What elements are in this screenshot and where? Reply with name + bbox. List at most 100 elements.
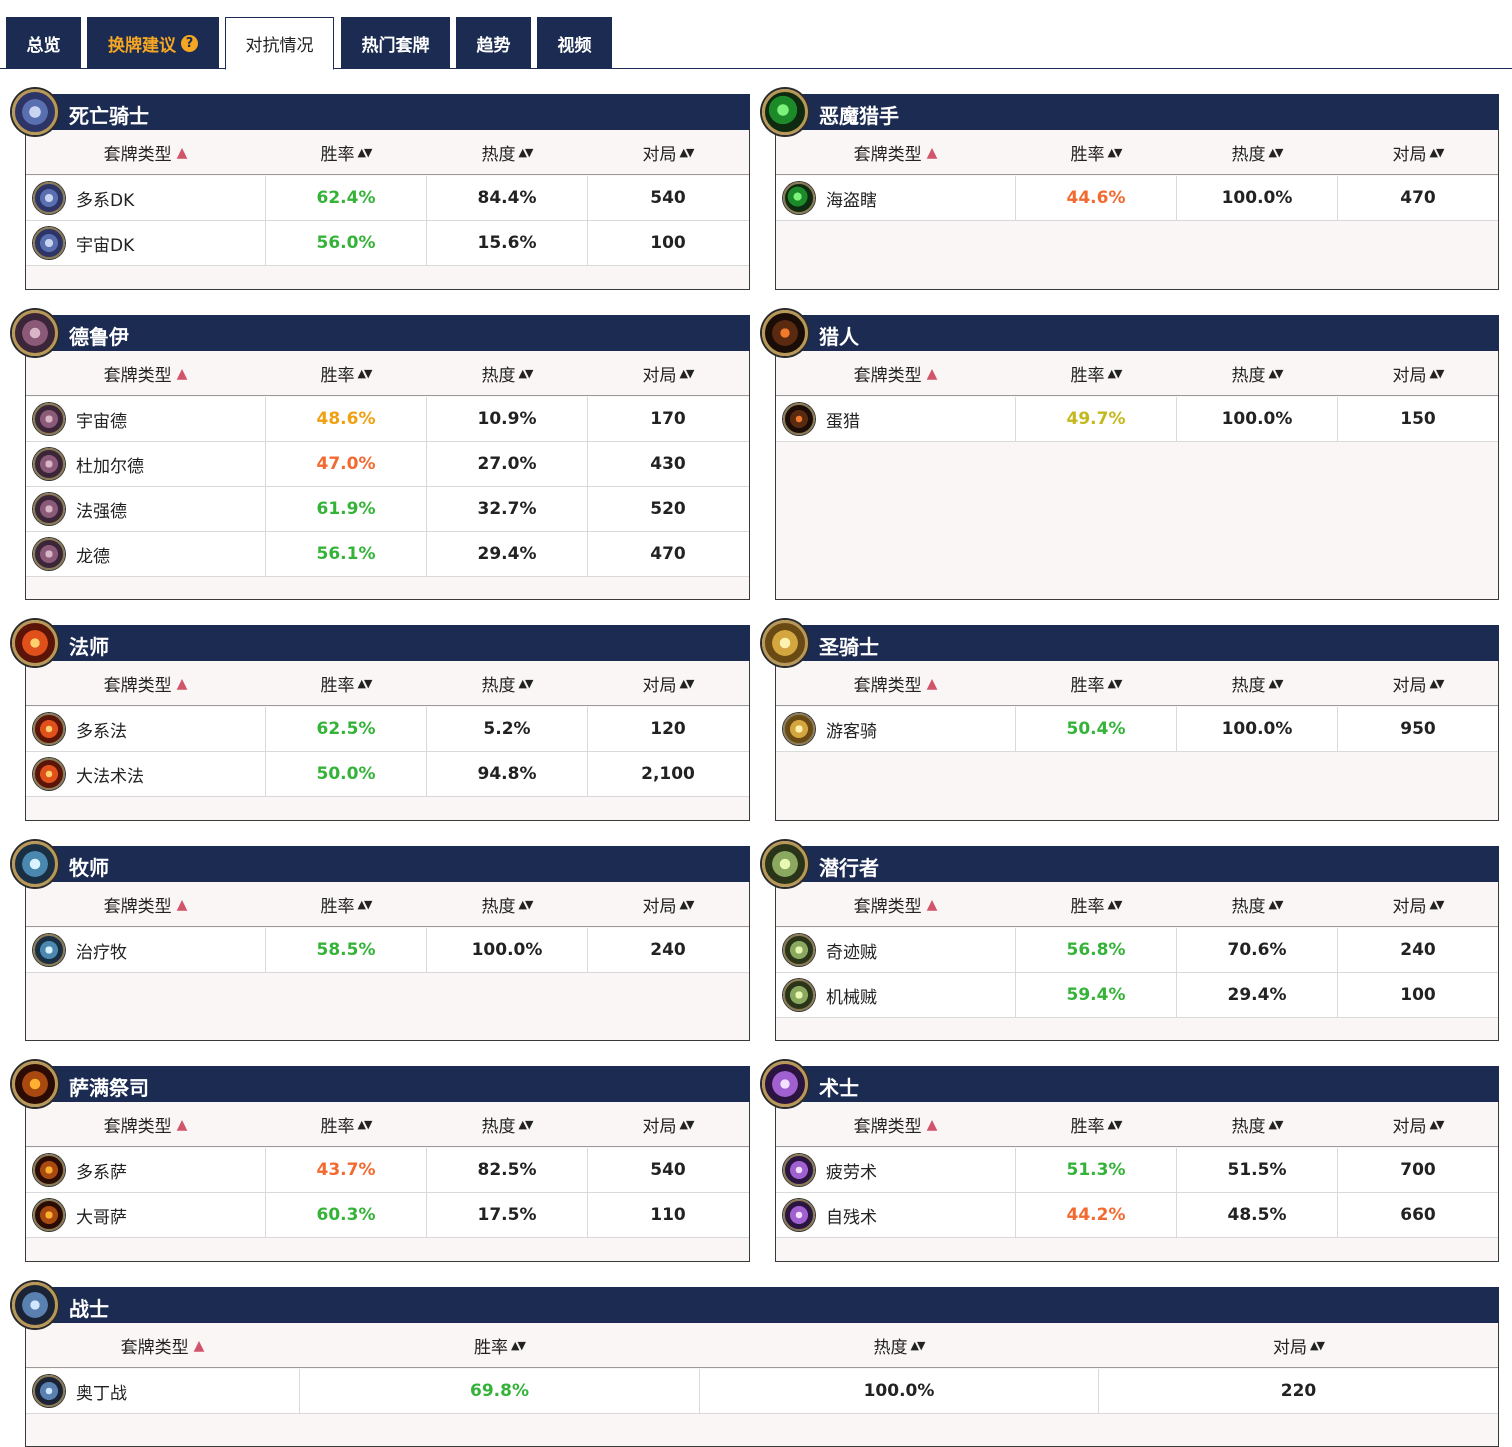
deck-link[interactable]: 多系DK — [26, 176, 265, 220]
sort-games[interactable]: 对局 ▲▼ — [1337, 1102, 1498, 1147]
deck-link[interactable]: 杜加尔德 — [26, 442, 265, 486]
games-value: 220 — [1098, 1369, 1498, 1413]
deck-link[interactable]: 大法术法 — [26, 752, 265, 796]
sort-games[interactable]: 对局 ▲▼ — [587, 351, 748, 396]
help-icon[interactable]: ? — [181, 34, 198, 52]
deck-name: 多系法 — [76, 721, 127, 742]
sort-toggle-icon: ▲▼ — [518, 898, 534, 911]
sort-games[interactable]: 对局 ▲▼ — [1337, 351, 1498, 396]
sort-winrate[interactable]: 胜率 ▲▼ — [1015, 661, 1176, 706]
hunter-icon — [783, 403, 815, 435]
sort-games[interactable]: 对局 ▲▼ — [587, 882, 748, 927]
sort-deck-type[interactable]: 套牌类型 ▲ — [776, 661, 1015, 706]
deck-link[interactable]: 奥丁战 — [26, 1369, 299, 1413]
sort-toggle-icon: ▲▼ — [1268, 677, 1284, 690]
table-header-row: 套牌类型 ▲ 胜率 ▲▼ 热度 ▲▼ 对局 ▲▼ — [26, 882, 749, 927]
sort-winrate[interactable]: 胜率 ▲▼ — [1015, 351, 1176, 396]
column-header-label: 对局 — [642, 366, 677, 386]
sort-games[interactable]: 对局 ▲▼ — [587, 1102, 748, 1147]
sort-games[interactable]: 对局 ▲▼ — [587, 130, 748, 175]
sort-popularity[interactable]: 热度 ▲▼ — [426, 1102, 587, 1147]
winrate-value: 51.3% — [1015, 1148, 1176, 1192]
warlock-icon — [762, 1061, 808, 1107]
column-header-label: 套牌类型 — [103, 366, 172, 386]
deck-link[interactable]: 自残术 — [776, 1193, 1015, 1237]
deck-link[interactable]: 多系法 — [26, 707, 265, 751]
tab-mulligan[interactable]: 换牌建议? — [87, 17, 219, 69]
deck-link[interactable]: 蛋猎 — [776, 397, 1015, 441]
column-header-label: 对局 — [642, 676, 677, 696]
tab-trends[interactable]: 趋势 — [456, 17, 531, 69]
sort-popularity[interactable]: 热度 ▲▼ — [426, 661, 587, 706]
sort-toggle-icon: ▲▼ — [357, 367, 373, 380]
class-panel: 战士 套牌类型 ▲ 胜率 ▲▼ 热度 ▲▼ 对局 ▲▼ 奥丁战 69.8% 100.0% 220 — [12, 1282, 1499, 1447]
deck-link[interactable]: 奇迹贼 — [776, 928, 1015, 972]
sort-deck-type[interactable]: 套牌类型 ▲ — [26, 1323, 299, 1368]
deck-link[interactable]: 法强德 — [26, 487, 265, 531]
deck-link[interactable]: 治疗牧 — [26, 928, 265, 972]
sort-deck-type[interactable]: 套牌类型 ▲ — [776, 351, 1015, 396]
sort-popularity[interactable]: 热度 ▲▼ — [426, 351, 587, 396]
matchup-table: 套牌类型 ▲ 胜率 ▲▼ 热度 ▲▼ 对局 ▲▼ 奇迹贼 56.8% 70.6% 240 机械贼 59.4… — [775, 882, 1499, 1041]
sort-popularity[interactable]: 热度 ▲▼ — [699, 1323, 1098, 1368]
tab-popular-decks[interactable]: 热门套牌 — [341, 17, 450, 69]
deck-link[interactable]: 大哥萨 — [26, 1193, 265, 1237]
sort-popularity[interactable]: 热度 ▲▼ — [1176, 661, 1337, 706]
column-header-label: 对局 — [1392, 145, 1427, 165]
games-value: 2,100 — [587, 752, 748, 796]
deck-link[interactable]: 疲劳术 — [776, 1148, 1015, 1192]
sort-winrate[interactable]: 胜率 ▲▼ — [265, 351, 426, 396]
sort-popularity[interactable]: 热度 ▲▼ — [1176, 882, 1337, 927]
sort-winrate[interactable]: 胜率 ▲▼ — [265, 661, 426, 706]
sort-deck-type[interactable]: 套牌类型 ▲ — [776, 882, 1015, 927]
sort-popularity[interactable]: 热度 ▲▼ — [426, 130, 587, 175]
sort-winrate[interactable]: 胜率 ▲▼ — [265, 882, 426, 927]
sort-deck-type[interactable]: 套牌类型 ▲ — [26, 351, 265, 396]
deck-link[interactable]: 宇宙DK — [26, 221, 265, 265]
sort-ascending-icon: ▲ — [926, 365, 938, 382]
sort-deck-type[interactable]: 套牌类型 ▲ — [26, 661, 265, 706]
sort-games[interactable]: 对局 ▲▼ — [1098, 1323, 1498, 1368]
sort-games[interactable]: 对局 ▲▼ — [1337, 882, 1498, 927]
sort-games[interactable]: 对局 ▲▼ — [1337, 130, 1498, 175]
tab-videos[interactable]: 视频 — [537, 17, 612, 69]
games-value: 540 — [587, 1148, 748, 1192]
sort-winrate[interactable]: 胜率 ▲▼ — [265, 1102, 426, 1147]
sort-deck-type[interactable]: 套牌类型 ▲ — [776, 130, 1015, 175]
sort-winrate[interactable]: 胜率 ▲▼ — [299, 1323, 699, 1368]
sort-deck-type[interactable]: 套牌类型 ▲ — [26, 882, 265, 927]
sort-games[interactable]: 对局 ▲▼ — [1337, 661, 1498, 706]
deck-link[interactable]: 海盗瞎 — [776, 176, 1015, 220]
sort-popularity[interactable]: 热度 ▲▼ — [1176, 1102, 1337, 1147]
tab-overview[interactable]: 总览 — [6, 17, 81, 69]
sort-toggle-icon: ▲▼ — [1268, 146, 1284, 159]
winrate-value: 60.3% — [265, 1193, 426, 1237]
sort-games[interactable]: 对局 ▲▼ — [587, 661, 748, 706]
tab-matchups[interactable]: 对抗情况 — [225, 17, 334, 70]
panel-title: 恶魔猎手 — [819, 104, 899, 128]
sort-deck-type[interactable]: 套牌类型 ▲ — [776, 1102, 1015, 1147]
deck-link[interactable]: 龙德 — [26, 532, 265, 576]
class-panel: 恶魔猎手 套牌类型 ▲ 胜率 ▲▼ 热度 ▲▼ 对局 ▲▼ 海盗瞎 44.6% 100.0% 470 — [762, 89, 1499, 290]
sort-winrate[interactable]: 胜率 ▲▼ — [1015, 1102, 1176, 1147]
sort-winrate[interactable]: 胜率 ▲▼ — [1015, 130, 1176, 175]
sort-ascending-icon: ▲ — [176, 144, 188, 161]
games-value: 110 — [587, 1193, 748, 1237]
deck-link[interactable]: 游客骑 — [776, 707, 1015, 751]
sort-popularity[interactable]: 热度 ▲▼ — [426, 882, 587, 927]
deck-name: 奥丁战 — [76, 1383, 127, 1404]
column-header-label: 对局 — [1392, 676, 1427, 696]
deck-link[interactable]: 宇宙德 — [26, 397, 265, 441]
column-header-label: 热度 — [1231, 145, 1266, 165]
deck-link[interactable]: 机械贼 — [776, 973, 1015, 1017]
deck-name: 龙德 — [76, 546, 110, 567]
sort-popularity[interactable]: 热度 ▲▼ — [1176, 130, 1337, 175]
column-header-label: 套牌类型 — [103, 145, 172, 165]
sort-deck-type[interactable]: 套牌类型 ▲ — [26, 130, 265, 175]
sort-popularity[interactable]: 热度 ▲▼ — [1176, 351, 1337, 396]
popularity-value: 82.5% — [426, 1148, 587, 1192]
sort-deck-type[interactable]: 套牌类型 ▲ — [26, 1102, 265, 1147]
sort-winrate[interactable]: 胜率 ▲▼ — [1015, 882, 1176, 927]
sort-winrate[interactable]: 胜率 ▲▼ — [265, 130, 426, 175]
deck-link[interactable]: 多系萨 — [26, 1148, 265, 1192]
